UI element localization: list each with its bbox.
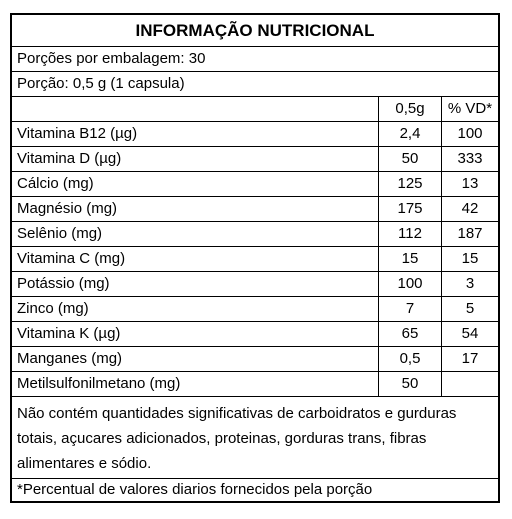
nutrient-vd: 13 (441, 171, 498, 197)
nutrient-qty: 65 (378, 321, 442, 347)
nutrient-qty: 125 (378, 171, 442, 197)
nutrient-vd: 17 (441, 346, 498, 372)
nutrient-qty: 7 (378, 296, 442, 322)
table-row: Magnésio (mg) 175 42 (12, 196, 498, 222)
panel-title: INFORMAÇÃO NUTRICIONAL (12, 15, 498, 47)
nutrient-vd: 15 (441, 246, 498, 272)
nutrient-vd: 187 (441, 221, 498, 247)
nutrient-name: Vitamina C (mg) (12, 246, 379, 272)
table-row: Selênio (mg) 112 187 (12, 221, 498, 247)
nutrient-qty: 112 (378, 221, 442, 247)
table-row: Vitamina K (µg) 65 54 (12, 321, 498, 347)
nutrient-vd: 54 (441, 321, 498, 347)
nutrient-qty: 50 (378, 146, 442, 172)
nutrient-name: Potássio (mg) (12, 271, 379, 297)
nutrient-vd: 3 (441, 271, 498, 297)
nutrient-name: Metilsulfonilmetano (mg) (12, 371, 379, 396)
nutrient-name: Zinco (mg) (12, 296, 379, 322)
table-row: Metilsulfonilmetano (mg) 50 (12, 371, 499, 397)
nutrient-qty: 50 (378, 371, 442, 396)
nutrient-vd (442, 372, 499, 397)
nutrient-name: Selênio (mg) (12, 221, 379, 247)
table-row: Vitamina B12 (µg) 2,4 100 (12, 121, 498, 147)
footnote: *Percentual de valores diarios fornecido… (17, 481, 373, 498)
nutrient-name: Vitamina K (µg) (12, 321, 379, 347)
table-row: Cálcio (mg) 125 13 (12, 171, 498, 197)
nutrient-table: 0,5g % VD* Vitamina B12 (µg) 2,4 100 Vit… (12, 96, 498, 396)
nutrient-qty: 15 (378, 246, 442, 272)
nutrient-vd: 42 (441, 196, 498, 222)
table-row: Vitamina C (mg) 15 15 (12, 246, 498, 272)
nutrient-name: Vitamina B12 (µg) (12, 121, 379, 147)
portion-size: Porção: 0,5 g (1 capsula) (17, 75, 185, 92)
table-row: Zinco (mg) 7 5 (12, 296, 498, 322)
nutrient-qty: 100 (378, 271, 442, 297)
table-row: Vitamina D (µg) 50 333 (12, 146, 498, 172)
header-blank-cell (12, 96, 379, 122)
nutrient-vd: 100 (441, 121, 498, 147)
nutrient-name: Manganes (mg) (12, 346, 379, 372)
nutrition-facts-panel: INFORMAÇÃO NUTRICIONAL Porções por embal… (10, 13, 500, 503)
disclaimer-note: Não contém quantidades significativas de… (12, 396, 498, 479)
nutrient-name: Cálcio (mg) (12, 171, 379, 197)
header-vd: % VD* (441, 96, 498, 122)
table-row: Manganes (mg) 0,5 17 (12, 346, 498, 372)
nutrient-vd: 5 (441, 296, 498, 322)
nutrient-name: Magnésio (mg) (12, 196, 379, 222)
nutrient-qty: 0,5 (378, 346, 442, 372)
table-row: Potássio (mg) 100 3 (12, 271, 498, 297)
table-header-row: 0,5g % VD* (12, 96, 498, 122)
servings-per-package: Porções por embalagem: 30 (12, 47, 498, 72)
nutrient-qty: 2,4 (378, 121, 442, 147)
nutrient-vd: 333 (441, 146, 498, 172)
header-qty: 0,5g (378, 96, 442, 122)
nutrient-name: Vitamina D (µg) (12, 146, 379, 172)
nutrient-qty: 175 (378, 196, 442, 222)
